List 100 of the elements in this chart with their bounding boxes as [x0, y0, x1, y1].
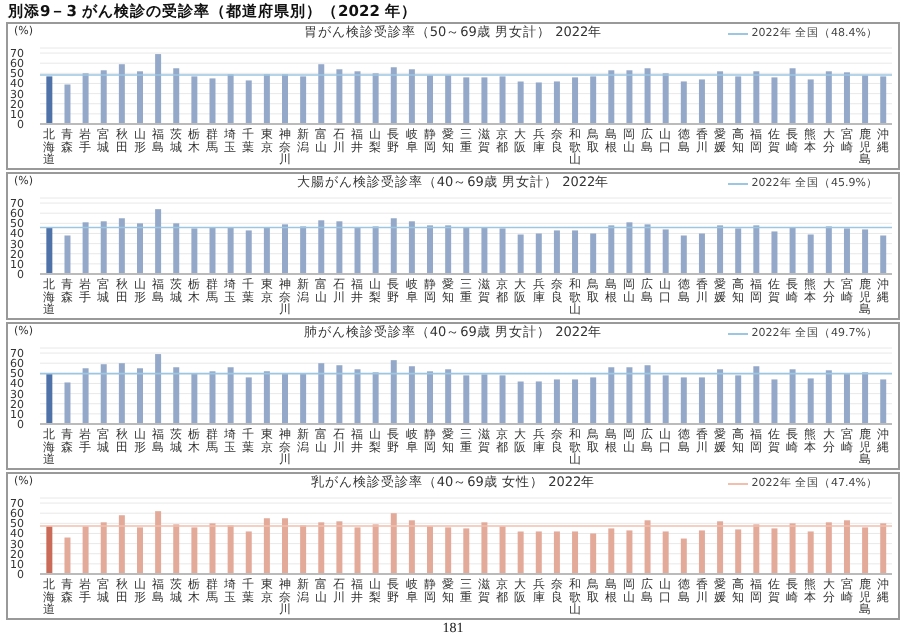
bar: [46, 373, 53, 424]
bar: [862, 527, 869, 574]
bar: [282, 373, 288, 424]
bar: [336, 221, 343, 274]
bar: [553, 230, 560, 274]
bar: [300, 226, 307, 274]
bar: [82, 73, 89, 124]
bar: [644, 224, 651, 274]
bar: [463, 77, 470, 124]
bar: [662, 375, 669, 424]
bar: [245, 377, 252, 424]
bar: [427, 75, 434, 124]
bar: [155, 209, 162, 274]
bar: [64, 382, 71, 424]
bar: [753, 366, 760, 424]
bar: [590, 233, 597, 274]
bar: [136, 223, 143, 274]
bar: [626, 70, 633, 124]
bar: [880, 235, 887, 274]
bar: [263, 227, 270, 274]
bar: [245, 230, 252, 274]
bar: [336, 365, 343, 424]
bar: [807, 531, 814, 574]
bar: [390, 218, 397, 274]
bar: [735, 375, 742, 424]
bar: [46, 526, 53, 574]
bar: [191, 527, 198, 574]
bar: [698, 79, 705, 124]
bar: [517, 234, 524, 274]
bar: [862, 75, 869, 124]
bar: [717, 225, 724, 274]
bar: [155, 54, 162, 124]
bar: [717, 521, 724, 574]
bar: [372, 372, 379, 424]
bar: [263, 518, 270, 574]
bar: [626, 222, 633, 274]
bar: [499, 526, 506, 574]
bar: [354, 369, 361, 424]
bar: [807, 234, 814, 274]
bar: [336, 69, 343, 124]
bar: [118, 363, 125, 424]
bar: [282, 224, 288, 274]
bar: [82, 368, 89, 424]
bar: [354, 71, 361, 124]
bar: [136, 71, 143, 124]
bar: [372, 226, 379, 274]
bar: [843, 228, 850, 274]
bar: [608, 367, 615, 424]
bar: [354, 227, 361, 274]
bar: [680, 81, 687, 124]
bar: [209, 371, 216, 424]
bar: [64, 84, 71, 124]
bar: [463, 227, 470, 274]
bar: [408, 69, 415, 124]
bar: [499, 228, 506, 274]
bar: [825, 522, 832, 574]
bar: [445, 369, 452, 424]
bar: [227, 227, 234, 274]
bar: [843, 520, 850, 574]
bar: [209, 78, 216, 124]
bar: [771, 528, 778, 574]
bar: [735, 76, 742, 124]
bar: [64, 235, 71, 274]
bar: [173, 68, 180, 124]
bar: [825, 226, 832, 274]
bar: [64, 537, 71, 574]
bar: [463, 528, 470, 574]
bar: [535, 381, 542, 424]
bar: [572, 230, 579, 274]
bar: [789, 523, 796, 574]
bar: [100, 364, 107, 424]
bar: [408, 520, 415, 574]
bar: [843, 373, 850, 424]
bar: [572, 77, 579, 124]
bar: [227, 525, 234, 574]
bar: [626, 367, 633, 424]
bar: [118, 218, 125, 274]
bar: [662, 531, 669, 574]
bar: [499, 76, 506, 124]
bar: [698, 233, 705, 274]
bar: [572, 531, 579, 574]
bar: [372, 524, 379, 574]
bar: [825, 370, 832, 424]
bar: [789, 227, 796, 274]
bar: [572, 379, 579, 424]
bar: [553, 379, 560, 424]
bar: [100, 70, 107, 124]
bar: [753, 524, 760, 574]
bar: [118, 515, 125, 574]
bar: [880, 523, 887, 574]
bar: [100, 522, 107, 574]
bar: [390, 513, 397, 574]
bar: [481, 374, 488, 424]
bar: [390, 67, 397, 124]
bar: [590, 76, 597, 124]
bar: [82, 222, 89, 274]
bar: [608, 528, 615, 574]
bar: [862, 372, 869, 424]
bar: [227, 367, 234, 424]
bar: [227, 74, 234, 124]
